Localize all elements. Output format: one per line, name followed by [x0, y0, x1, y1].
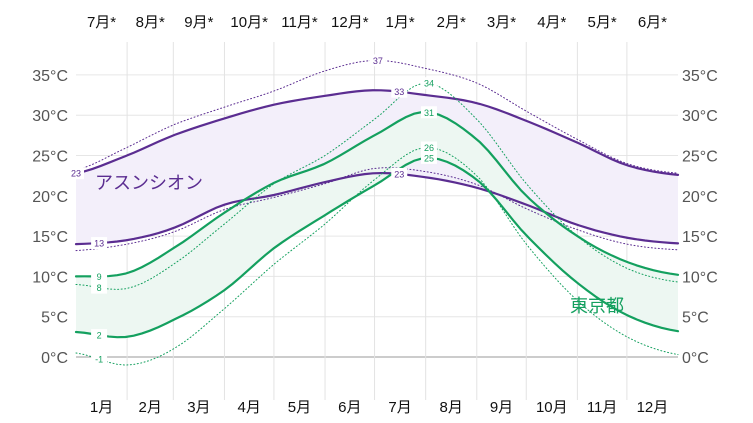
bands — [76, 90, 678, 338]
y-tick-right: 5°C — [682, 310, 709, 327]
y-tick-right: 0°C — [682, 350, 709, 367]
line-asuncion-low-p10 — [75, 167, 679, 252]
x-tick-bottom: 4月 — [238, 399, 261, 416]
data-label-bg — [420, 106, 437, 119]
y-tick-right: 15°C — [682, 229, 718, 246]
data-label: 2 — [97, 331, 102, 341]
series-label-asuncion: アスンシオン — [95, 173, 203, 193]
y-tick-left: 10°C — [32, 269, 68, 286]
y-tick-left: 5°C — [41, 310, 68, 327]
data-label-bg — [369, 54, 386, 67]
data-label-bg — [91, 329, 108, 342]
x-tick-bottom: 2月 — [139, 399, 162, 416]
x-tick-top: 4月* — [537, 14, 566, 31]
axes: 0°C 0°C 5°C 5°C 10°C 10°C 15°C 15°C 20°C 20°C 25°C… — [32, 14, 718, 416]
data-labels: 23 13 33 23 37 98 2 -1 31 25 34 26 — [68, 54, 437, 366]
y-tick-left: 20°C — [32, 189, 68, 206]
x-tick-bottom: 6月 — [338, 399, 361, 416]
x-tick-top: 5月* — [588, 14, 617, 31]
data-label: 34 — [424, 79, 434, 89]
data-label-bg — [420, 151, 437, 164]
x-tick-top: 10月* — [230, 14, 268, 31]
data-label: 23 — [71, 169, 81, 179]
data-label: 23 — [394, 169, 404, 179]
x-tick-bottom: 7月 — [388, 399, 411, 416]
y-tick-right: 10°C — [682, 269, 718, 286]
y-tick-left: 35°C — [32, 68, 68, 85]
y-tick-right: 30°C — [682, 108, 718, 125]
data-label-bg — [420, 77, 437, 90]
data-label: 25 — [424, 153, 434, 163]
data-label: 33 — [394, 87, 404, 97]
data-label: 13 — [94, 239, 104, 249]
data-label: 31 — [424, 108, 434, 118]
x-tick-bottom: 3月 — [187, 399, 210, 416]
data-label-bg — [91, 270, 108, 283]
x-tick-bottom: 1月 — [90, 399, 113, 416]
data-label: 37 — [373, 56, 383, 66]
x-tick-bottom: 12月 — [637, 399, 669, 416]
y-tick-left: 25°C — [32, 149, 68, 166]
data-label: 26 — [424, 143, 434, 153]
line-asuncion-high — [74, 89, 680, 176]
x-tick-top: 3月* — [487, 14, 516, 31]
x-tick-top: 6月* — [638, 14, 667, 31]
x-tick-bottom: 10月 — [536, 399, 568, 416]
series-label-tokyo: 東京都 — [570, 296, 624, 316]
y-tick-left: 0°C — [41, 350, 68, 367]
x-tick-top: 11月* — [281, 14, 318, 31]
data-label-bg — [91, 237, 108, 250]
x-tick-top: 8月* — [136, 14, 165, 31]
y-tick-right: 20°C — [682, 189, 718, 206]
data-label-bg — [420, 141, 437, 154]
series-lines — [74, 59, 680, 366]
line-tokyo-low — [74, 156, 680, 339]
data-label: -1 — [95, 355, 103, 365]
line-tokyo-high — [74, 110, 680, 278]
x-tick-bottom: 11月 — [587, 399, 618, 416]
data-label-bg — [68, 167, 84, 180]
y-tick-right: 25°C — [682, 149, 718, 166]
x-tick-top: 2月* — [437, 14, 466, 31]
y-tick-right: 35°C — [682, 68, 718, 85]
x-tick-bottom: 8月 — [440, 399, 463, 416]
x-tick-top: 9月* — [184, 14, 213, 31]
data-label: 8 — [97, 283, 102, 293]
band-tokyo — [76, 112, 678, 338]
data-label-bg — [391, 167, 408, 180]
x-tick-top: 7月* — [87, 14, 116, 31]
data-label-bg — [391, 85, 408, 98]
x-tick-top: 12月* — [331, 14, 369, 31]
line-tokyo-low-p10 — [75, 147, 679, 366]
x-tick-bottom: 9月 — [490, 399, 513, 416]
y-tick-left: 15°C — [32, 229, 68, 246]
data-label: 9 — [97, 272, 102, 282]
y-tick-left: 30°C — [32, 108, 68, 125]
data-label-bg — [91, 281, 108, 294]
line-asuncion-low — [74, 171, 680, 246]
data-label-bg — [91, 353, 108, 366]
x-tick-top: 1月* — [385, 14, 414, 31]
x-tick-bottom: 5月 — [288, 399, 311, 416]
